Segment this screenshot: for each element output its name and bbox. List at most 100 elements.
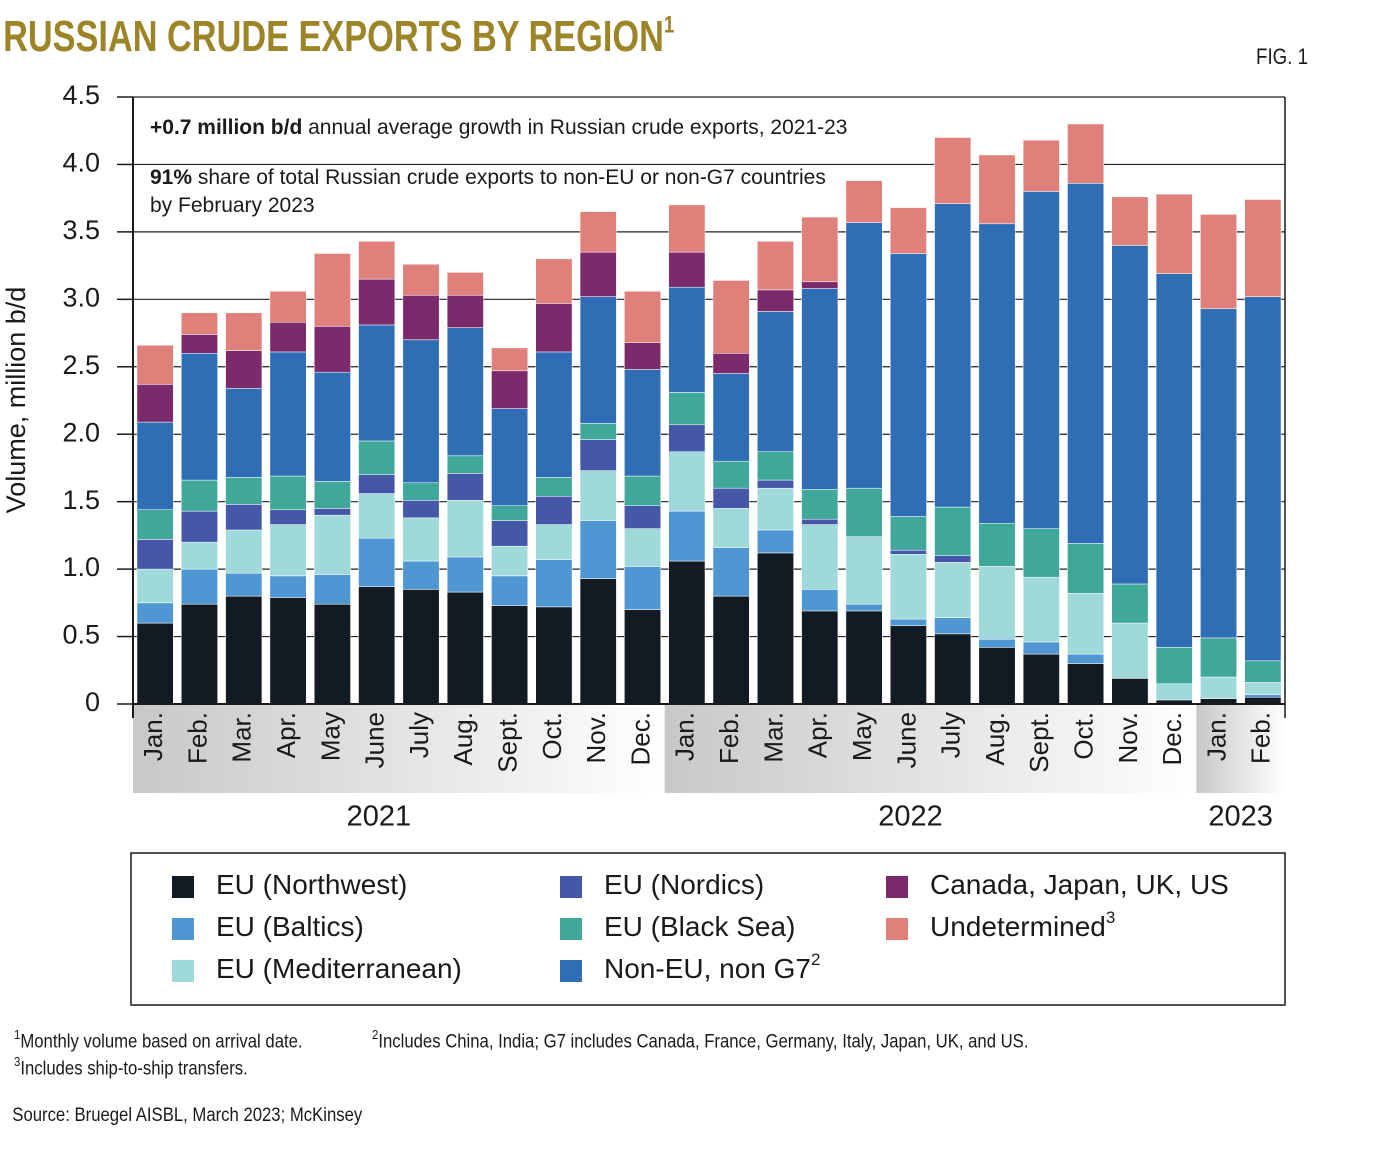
annotation: 91% share of total Russian crude exports… [150,164,830,220]
bar-segment [801,610,839,705]
x-tick-label: Jan. [138,712,168,761]
bar-segment [757,552,794,705]
bar-segment [668,560,706,705]
bar-segment [1022,653,1060,705]
bar-segment [313,603,351,705]
x-tick-label: Aug. [980,712,1010,766]
bar-segment [889,618,927,627]
x-tick-label: Apr. [803,712,833,758]
bar-segment [402,295,440,341]
legend-swatch [560,876,582,898]
bar-segment [1111,622,1149,679]
legend-entry: EU (Black Sea) [604,911,795,942]
bar-segment [358,241,396,280]
bar-segment [845,610,883,705]
bar-segment [1244,199,1282,297]
bar-segment [889,207,927,254]
legend-label: EU (Nordics) [604,869,764,900]
legend-label: Undetermined [930,911,1106,942]
bar-segment [1067,123,1105,184]
annotation-text: annual average growth in Russian crude e… [308,116,848,139]
legend-label: Non-EU, non G7 [604,953,811,984]
bar-segment [889,625,927,705]
footnote: 2Includes China, India; G7 includes Cana… [372,1028,1028,1052]
bar-segment [446,272,484,296]
source: Source: Bruegel AISBL, March 2023; McKin… [12,1104,362,1125]
bar-segment [668,510,706,562]
x-tick-label: Feb. [182,712,212,764]
bar-segment [446,500,484,558]
bar-segment [491,347,529,372]
year-label: 2022 [878,801,943,833]
bar-segment [535,496,573,525]
bar-segment [491,575,529,606]
bar-segment [1200,308,1237,639]
bar-segment [889,549,927,555]
x-tick-label: May [847,712,877,761]
bar-segment [801,589,839,612]
legend-swatch [172,960,194,982]
bar-segment [712,595,750,705]
bar-segment [358,474,396,494]
legend-swatch [560,960,582,982]
chart-title: RUSSIAN CRUDE EXPORTS BY REGION1 [3,11,674,62]
y-tick-label: 1.0 [62,552,100,582]
bar-segment [668,286,706,393]
bar-segment [934,562,972,618]
bar-segment [446,295,484,328]
bar-segment [624,505,661,529]
bar-segment [1200,637,1237,678]
x-tick-label: June [891,712,921,768]
x-tick-label: July [404,712,434,758]
bar-segment [978,647,1016,705]
bar-segment [845,180,883,223]
bar-segment [491,505,529,521]
x-tick-label: Dec. [1157,712,1187,765]
x-tick-label: Oct. [1068,712,1098,760]
bar-segment [579,296,617,424]
bar-segment [712,373,750,462]
footnote-text: Includes ship-to-ship transfers. [20,1057,247,1078]
bar-segment [1111,245,1149,585]
bar-segment [313,371,351,482]
legend-label: Canada, Japan, UK, US [930,869,1229,900]
bar-segment [934,617,972,635]
bar-segment [579,578,617,705]
bar-segment [757,451,794,481]
annotation-bold: +0.7 million b/d [150,116,303,139]
legend-note: 2 [811,950,820,969]
x-tick-label: May [315,712,345,761]
bar-segment [757,487,794,531]
bar-segment [757,311,794,453]
legend-label: EU (Baltics) [216,911,364,942]
bar-segment [1067,183,1105,544]
bar-segment [668,251,706,288]
figure-label: FIG. 1 [1256,45,1308,69]
bar-segment [978,639,1016,648]
bar-segment [712,280,750,354]
bar-segment [535,258,573,304]
bar-segment [801,281,839,289]
bar-segment [181,541,218,570]
footnote-mark: 1 [14,1028,21,1043]
bar-segment [801,524,839,590]
x-tick-label: Sept. [1024,712,1054,773]
bar-segment [1067,663,1105,705]
y-tick-label: 3.5 [62,215,100,245]
bar-segment [845,222,883,489]
bar-segment [801,489,839,520]
bar-segment [313,481,351,509]
y-tick-label: 2.5 [62,350,100,380]
bar-segment [889,516,927,551]
bar-segment [446,455,484,474]
bar-segment [225,388,263,478]
footnote: 3Includes ship-to-ship transfers. [14,1055,248,1079]
legend-swatch [886,918,908,940]
bar-segment [1067,543,1105,594]
x-tick-label: Aug. [448,712,478,766]
year-band [1196,704,1285,793]
bar-segment [313,326,351,373]
footnote-text: Includes China, India; G7 includes Canad… [378,1030,1028,1051]
bar-segment [1155,647,1193,685]
bar-segment [889,554,927,620]
